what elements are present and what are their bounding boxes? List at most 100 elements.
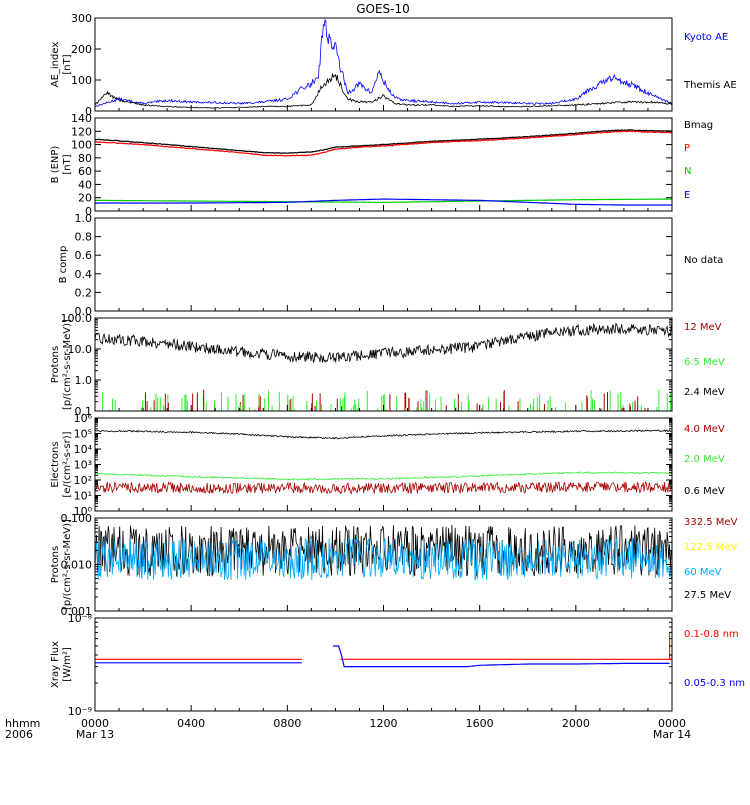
y-axis-label: [W/m²] bbox=[62, 647, 73, 682]
legend-entry: 27.5 MeV bbox=[684, 590, 731, 601]
legend-entry: 122.5 MeV bbox=[684, 542, 738, 553]
y-tick-label: 60 bbox=[78, 165, 92, 178]
y-tick-label: 120 bbox=[71, 125, 92, 138]
y-tick-label: 40 bbox=[78, 178, 92, 191]
legend-entry: 4.0 MeV bbox=[684, 424, 725, 435]
legend-entry: 60 MeV bbox=[684, 567, 722, 578]
y-tick-label: 10.0 bbox=[68, 343, 93, 356]
time-axis-year-label: 2006 bbox=[5, 728, 33, 741]
y-axis-label: B (ENP) bbox=[50, 146, 61, 184]
series-group bbox=[95, 129, 672, 206]
y-axis-label: [nT] bbox=[62, 154, 73, 174]
y-tick-label: 20 bbox=[78, 192, 92, 205]
panel-protons-low: 0.1 1.0 10.0 100.0 Protons [p/(cm²-s-sr-MeV)]… bbox=[50, 312, 725, 418]
series-group bbox=[95, 322, 672, 411]
legend-entry: 0.1-0.8 nm bbox=[684, 629, 739, 640]
y-tick-label: 10² bbox=[74, 474, 92, 487]
legend-entry: Kyoto AE bbox=[684, 32, 728, 43]
y-tick-label: 0.010 bbox=[61, 559, 93, 572]
y-tick-label: 10¹ bbox=[74, 490, 92, 503]
legend-entry: P bbox=[684, 143, 690, 154]
y-axis-label: AE_index bbox=[50, 42, 61, 88]
legend-entry: 2.4 MeV bbox=[684, 387, 725, 398]
y-tick-label: 0.2 bbox=[75, 286, 93, 299]
panel-protons-high: 0.001 0.010 0.100 Protons [p/(cm²-s-sr-MeV)]… bbox=[50, 512, 738, 618]
series-e bbox=[95, 198, 672, 206]
legend-entry: E bbox=[684, 190, 690, 201]
series-p bbox=[95, 130, 672, 157]
legend-entry: 0.6 MeV bbox=[684, 486, 725, 497]
series-2-0-mev bbox=[95, 471, 672, 481]
series-2-4-mev bbox=[95, 322, 672, 363]
panel-b-comp: 0.0 0.2 0.4 0.6 0.8 1.0 B comp No data bbox=[58, 212, 723, 318]
y-tick-label: 0.0 bbox=[75, 305, 93, 318]
legend-entry: Bmag bbox=[684, 120, 713, 131]
series-4-0-mev bbox=[95, 480, 672, 495]
x-date-label: Mar 13 bbox=[76, 728, 114, 741]
legend-entry: 0.05-0.3 nm bbox=[684, 678, 745, 689]
y-axis-label: Protons bbox=[50, 546, 61, 583]
series-0-05-0-3-nm bbox=[333, 645, 670, 668]
series-group bbox=[95, 524, 672, 581]
y-tick-label: 10³ bbox=[74, 459, 92, 472]
chart-title: GOES-10 bbox=[356, 2, 410, 16]
x-tick-label: 0800 bbox=[273, 717, 301, 730]
y-tick-label: 10⁶ bbox=[74, 412, 93, 425]
y-tick-label: 0 bbox=[85, 105, 92, 118]
y-tick-label: 0.100 bbox=[61, 512, 93, 525]
x-date-label: Mar 14 bbox=[653, 728, 691, 741]
y-tick-label: 0 bbox=[85, 205, 92, 218]
y-tick-label: 0.6 bbox=[75, 249, 93, 262]
panel-electrons: 10⁰ 10¹ 10² 10³ 10⁴ 10⁵ 10⁶ Electrons [e/(cm²-s-… bbox=[50, 412, 725, 518]
legend-entry: No data bbox=[684, 255, 723, 266]
legend-entry: 6.5 MeV bbox=[684, 357, 725, 368]
panel-frame bbox=[94, 417, 673, 512]
series-group bbox=[95, 631, 672, 668]
y-tick-label: 1.0 bbox=[75, 374, 93, 387]
y-tick-label: 1.0 bbox=[75, 212, 93, 225]
legend-entry: 12 MeV bbox=[684, 322, 722, 333]
y-tick-label: 80 bbox=[78, 152, 92, 165]
y-axis-label: B comp bbox=[58, 246, 69, 284]
x-tick-label: 1200 bbox=[370, 717, 398, 730]
y-tick-label: 0.1 bbox=[75, 405, 93, 418]
x-tick-label: 0000 bbox=[81, 717, 109, 730]
y-tick-label: 10⁴ bbox=[74, 443, 93, 456]
x-tick-label: 0400 bbox=[177, 717, 205, 730]
panel-frame bbox=[94, 217, 673, 312]
series-60-mev bbox=[95, 537, 672, 581]
legend-entry: Themis AE bbox=[683, 80, 737, 91]
y-axis-label: [p/(cm²-s-sr-MeV)] bbox=[62, 519, 73, 610]
y-tick-label: 0.001 bbox=[61, 605, 93, 618]
y-axis-label: Electrons bbox=[50, 441, 61, 487]
x-tick-label: 0000 bbox=[658, 717, 686, 730]
y-tick-label: 200 bbox=[71, 43, 92, 56]
series-kyoto-ae bbox=[95, 18, 672, 108]
y-axis-label: Protons bbox=[50, 346, 61, 383]
series-group bbox=[95, 429, 672, 495]
y-axis-label: Xray Flux bbox=[50, 641, 61, 688]
x-tick-label: 2000 bbox=[562, 717, 590, 730]
y-axis-label: [nT] bbox=[62, 54, 73, 74]
panel-xray: 10⁻⁹ 10⁻⁸ Xray Flux [W/m²] 0.1-0.8 nm 0.05-0.… bbox=[50, 612, 745, 718]
legend-entry: 2.0 MeV bbox=[684, 454, 725, 465]
series-group bbox=[95, 18, 672, 109]
panel-frame bbox=[94, 17, 673, 112]
y-tick-label: 10⁰ bbox=[74, 505, 93, 518]
panel-ae: 0 100 200 300 AE_index [nT] Kyoto AE Themis AE bbox=[50, 12, 737, 118]
y-tick-label: 0.8 bbox=[75, 231, 93, 244]
legend-entry: N bbox=[684, 166, 691, 177]
y-tick-label: 10⁻⁸ bbox=[68, 612, 93, 625]
time-axis-unit-label: hhmm bbox=[5, 717, 40, 730]
y-tick-label: 300 bbox=[71, 12, 92, 25]
x-tick-label: 1600 bbox=[466, 717, 494, 730]
y-tick-label: 100.0 bbox=[61, 312, 93, 325]
series-0-6-mev bbox=[95, 429, 672, 440]
series-n bbox=[95, 198, 672, 204]
y-axis-label: [e/(cm²-s-sr)] bbox=[62, 431, 73, 497]
legend-entry: 332.5 MeV bbox=[684, 517, 738, 528]
